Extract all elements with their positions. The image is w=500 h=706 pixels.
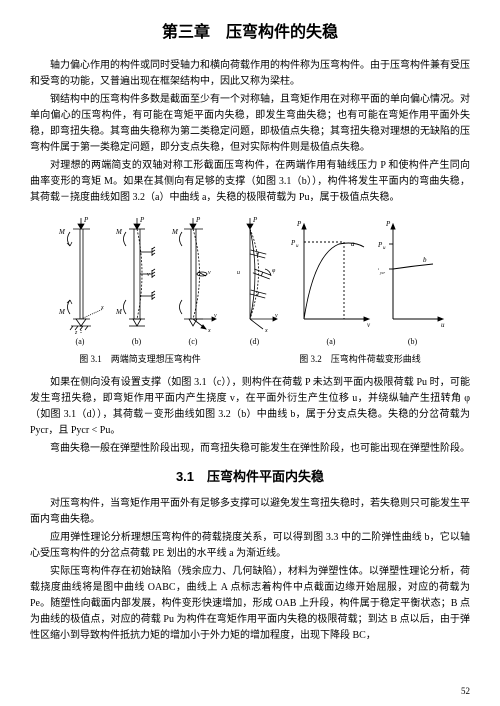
section-title: 3.1 压弯构件平面内失稳 bbox=[30, 467, 470, 488]
figure-row: P M M x z (a) bbox=[30, 214, 470, 349]
svg-text:u: u bbox=[383, 246, 386, 251]
fig-31b: P M M v (b) bbox=[112, 214, 162, 349]
paragraph-4: 如果在侧向没有设置支撑（如图 3.1（c）），则构件在荷载 P 未达到平面内极限… bbox=[30, 375, 470, 439]
svg-text:z: z bbox=[74, 330, 78, 334]
fig-32b-svg: P u Pu Pycr b bbox=[378, 214, 448, 334]
svg-text:v: v bbox=[367, 321, 371, 329]
fig-32b: P u Pu Pycr b (b) bbox=[378, 214, 448, 349]
sublabel-b: (b) bbox=[112, 336, 162, 349]
label-P: P bbox=[83, 216, 89, 224]
svg-text:P: P bbox=[139, 216, 145, 224]
chapter-title: 第三章 压弯构件的失稳 bbox=[30, 20, 470, 46]
paragraph-3: 对理想的两端简支的双轴对称工形截面压弯构件，在两端作用有轴线压力 P 和使构件产… bbox=[30, 158, 470, 206]
svg-text:P: P bbox=[252, 216, 258, 224]
label-M2: M bbox=[58, 308, 66, 316]
svg-text:u: u bbox=[441, 321, 445, 329]
svg-text:x: x bbox=[264, 328, 268, 334]
svg-text:φ: φ bbox=[272, 268, 276, 274]
figure-captions: 图 3.1 两端简支理想压弯构件 图 3.2 压弯构件荷载变形曲线 bbox=[30, 352, 470, 366]
fig-31a: P M M x z (a) bbox=[53, 214, 108, 349]
svg-text:v: v bbox=[208, 270, 211, 276]
fig-32a: P v Pu a (a) bbox=[289, 214, 374, 349]
paragraph-6: 对压弯构件，当弯矩作用平面外有足够多支撑可以避免发生弯扭失稳时，若失稳则只可能发… bbox=[30, 496, 470, 528]
label-M: M bbox=[58, 228, 66, 236]
paragraph-8: 实际压弯构件存在初始缺陷（残余应力、几何缺陷），材料为弹塑性体。以弹塑性理论分析… bbox=[30, 564, 470, 644]
svg-text:P: P bbox=[385, 220, 391, 228]
svg-text:y: y bbox=[213, 313, 217, 319]
caption-32: 图 3.2 压弯构件荷载变形曲线 bbox=[261, 352, 459, 366]
svg-text:M: M bbox=[115, 308, 123, 316]
paragraph-2: 钢结构中的压弯构件多数是截面至少有一个对称轴，且弯矩作用在对称平面的单向偏心情况… bbox=[30, 92, 470, 156]
fig-31c: P M y x v (c) bbox=[166, 214, 221, 349]
sublabel-a: (a) bbox=[53, 336, 108, 349]
svg-text:ycr: ycr bbox=[379, 270, 386, 275]
svg-text:u: u bbox=[237, 270, 240, 276]
paragraph-5: 弯曲失稳一般在弹塑性阶段出现，而弯扭失稳可能发生在弹性阶段，也可能出现在弹塑性阶… bbox=[30, 441, 470, 457]
svg-text:P: P bbox=[296, 220, 302, 228]
sublabel-c: (c) bbox=[166, 336, 221, 349]
fig-31d-svg: P φ y u x bbox=[225, 214, 285, 334]
sublabel-f: (b) bbox=[378, 336, 448, 349]
svg-text:b: b bbox=[423, 256, 427, 264]
svg-text:M: M bbox=[171, 228, 179, 236]
fig-31d: P φ y u x (d) bbox=[225, 214, 285, 349]
fig-32a-svg: P v Pu a bbox=[289, 214, 374, 334]
svg-text:x: x bbox=[207, 328, 211, 334]
page-number: 52 bbox=[461, 684, 470, 698]
svg-text:a: a bbox=[351, 240, 355, 248]
fig-31a-svg: P M M x z bbox=[53, 214, 108, 334]
sublabel-d: (d) bbox=[225, 336, 285, 349]
fig-31b-svg: P M M v bbox=[112, 214, 162, 334]
svg-text:x: x bbox=[100, 305, 104, 311]
svg-text:P: P bbox=[378, 268, 379, 274]
svg-text:v: v bbox=[147, 272, 150, 278]
paragraph-1: 轴力偏心作用的构件或同时受轴力和横向荷载作用的构件称为压弯构件。由于压弯构件兼有… bbox=[30, 58, 470, 90]
svg-text:P: P bbox=[195, 216, 201, 224]
svg-text:M: M bbox=[115, 228, 123, 236]
caption-31: 图 3.1 两端简支理想压弯构件 bbox=[41, 352, 239, 366]
paragraph-7: 应用弹性理论分析理想压弯构件的荷载挠度关系，可以得到图 3.3 中的二阶弹性曲线… bbox=[30, 530, 470, 562]
svg-text:y: y bbox=[274, 313, 278, 319]
svg-text:u: u bbox=[296, 244, 299, 249]
fig-31c-svg: P M y x v bbox=[166, 214, 221, 334]
sublabel-e: (a) bbox=[289, 336, 374, 349]
